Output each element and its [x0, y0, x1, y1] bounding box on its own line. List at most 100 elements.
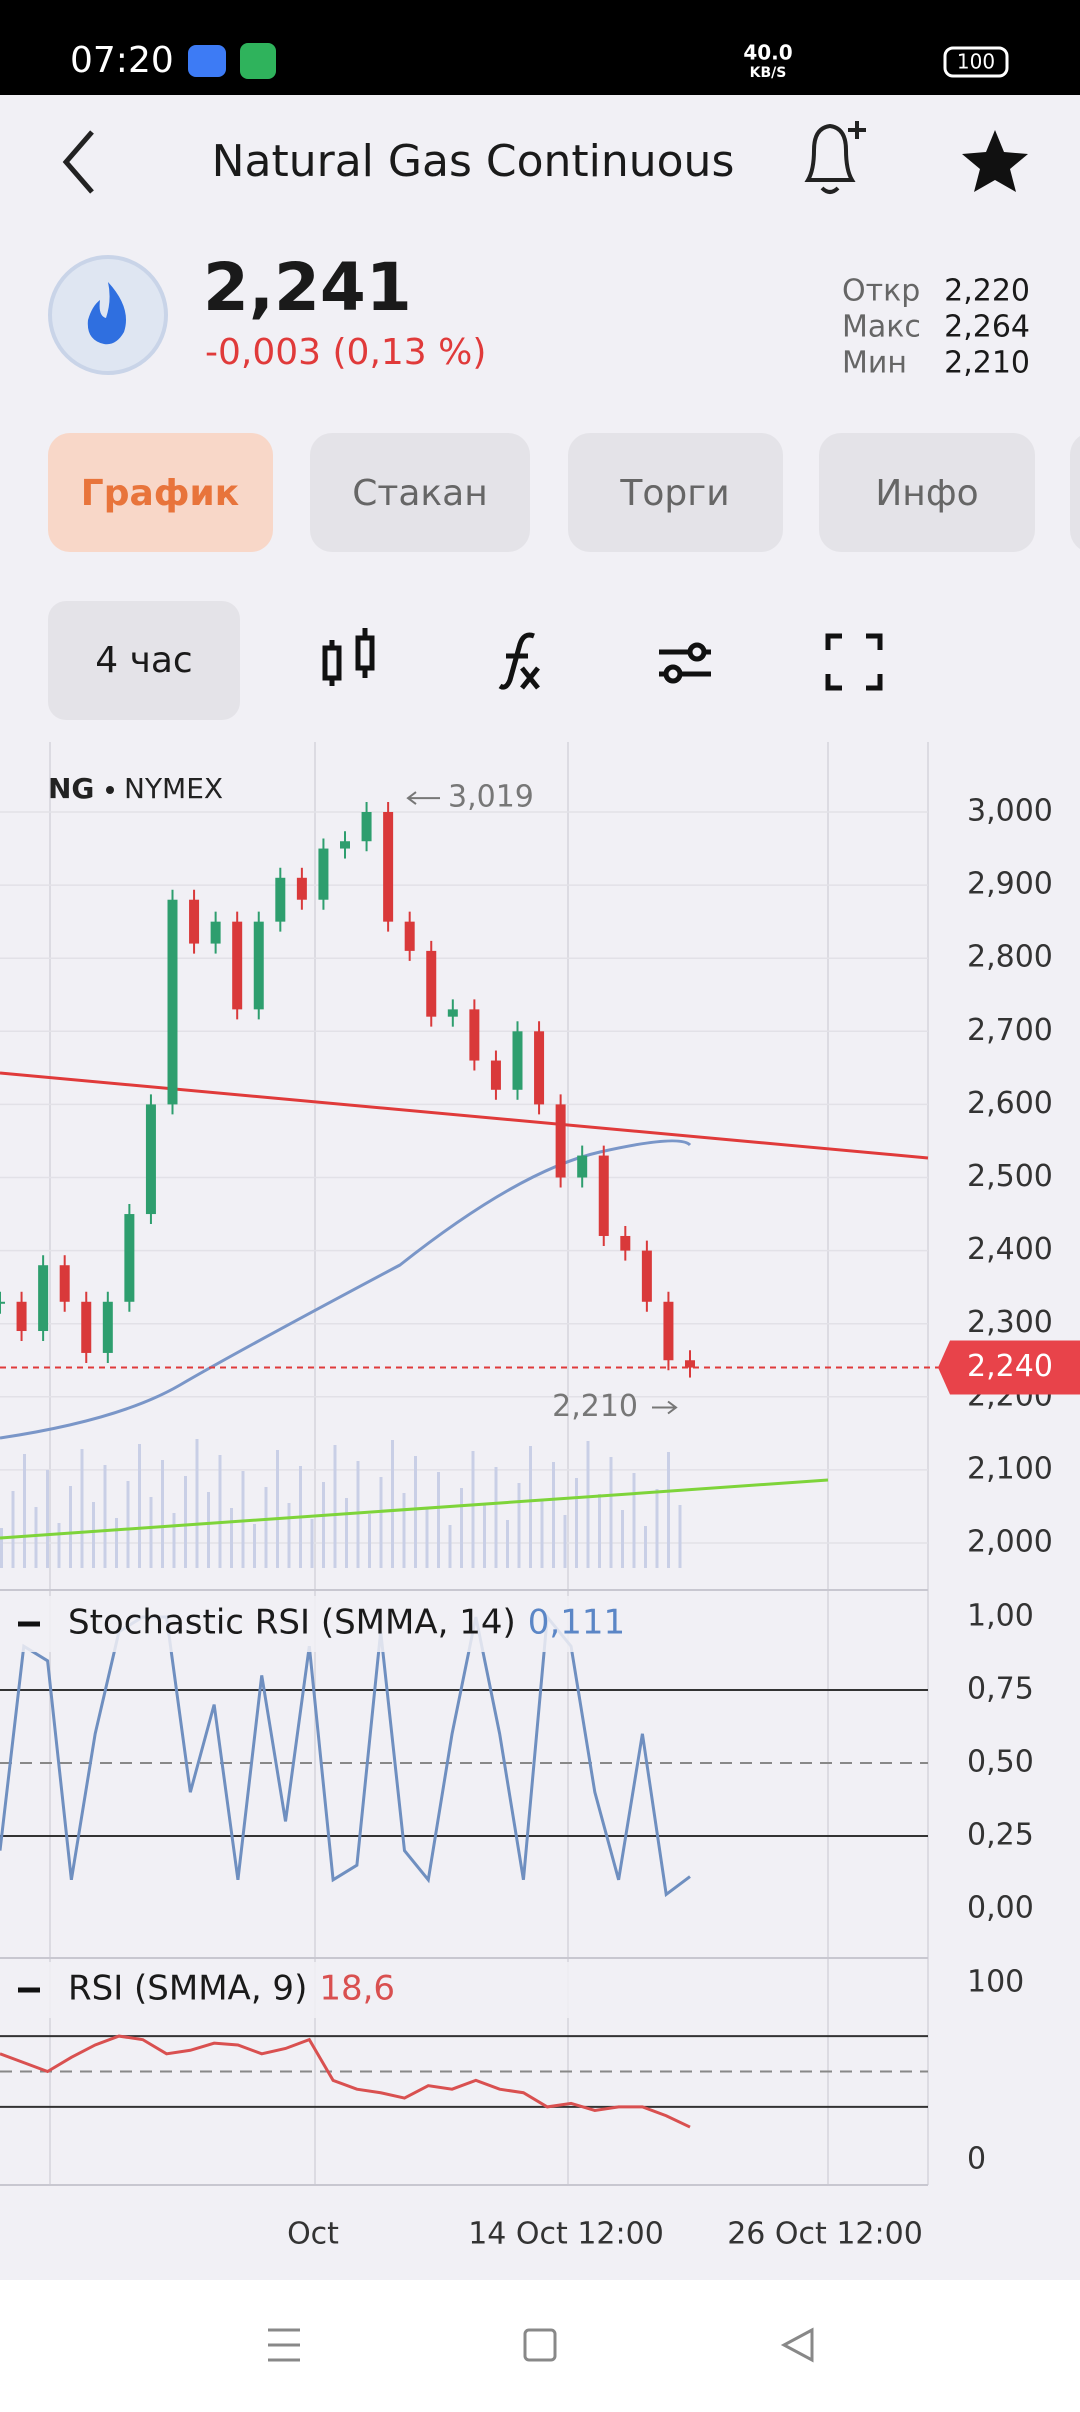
candle: [340, 841, 350, 849]
price-tick-label: 3,000: [967, 794, 1053, 829]
candle: [81, 1301, 92, 1353]
stat-value: 2,210: [944, 346, 1030, 381]
price-tick-label: 2,900: [967, 867, 1053, 902]
candle: [38, 1265, 49, 1332]
price-tick-label: 2,300: [967, 1305, 1053, 1340]
favorite-button[interactable]: [962, 130, 1028, 192]
volume-bar: [253, 1524, 256, 1568]
price-tick-label: 2,000: [967, 1525, 1053, 1560]
volume-bar: [678, 1505, 682, 1568]
stoch-tick-label: 0,75: [967, 1672, 1034, 1707]
indicators-button[interactable]: [498, 632, 540, 690]
tab[interactable]: [819, 433, 1035, 552]
volume-bar: [529, 1446, 532, 1568]
volume-bar: [609, 1457, 613, 1568]
volume-bar: [345, 1498, 348, 1568]
battery-level: 100: [957, 50, 995, 74]
interval: 4 час: [95, 640, 192, 681]
last-price-label: 2,240: [967, 1349, 1053, 1384]
volume-bar: [287, 1503, 291, 1568]
title: Natural Gas Continuous: [212, 136, 735, 187]
stoch-label: Stochastic RSI (SMMA, 14): [68, 1603, 516, 1643]
last-price-badge: [938, 1340, 1080, 1395]
arrow: [652, 1400, 678, 1415]
candle: [189, 899, 200, 944]
volume-bar: [138, 1444, 141, 1568]
candle: [318, 848, 329, 900]
volume-bar: [34, 1507, 38, 1568]
chart-type-button[interactable]: [322, 628, 375, 686]
nav-menu[interactable]: [268, 2328, 300, 2362]
back-button[interactable]: [62, 130, 94, 194]
net-unit: KB/S: [750, 65, 787, 81]
volume-bar: [563, 1515, 567, 1568]
price-tick-label: 2,600: [967, 1086, 1053, 1121]
candle: [447, 1009, 458, 1017]
volume-bar: [644, 1526, 647, 1568]
nav-back[interactable]: [780, 2327, 814, 2363]
candle: [102, 1301, 113, 1353]
time-grid: [49, 742, 929, 2185]
candle: [641, 1250, 652, 1302]
price: 2,241: [203, 249, 412, 326]
stoch-tick-label: 0,25: [967, 1818, 1034, 1853]
pane-separator: [0, 1589, 928, 2186]
volume-bar: [414, 1456, 417, 1568]
volume-bar: [11, 1491, 15, 1568]
volume-bar: [218, 1455, 222, 1568]
settings-button[interactable]: [659, 642, 711, 684]
volume-bar: [69, 1486, 72, 1568]
candle: [685, 1360, 695, 1368]
volume-bar: [667, 1452, 670, 1568]
high-annotation: 3,019: [448, 780, 534, 815]
stoch-tick-label: 1,00: [967, 1599, 1034, 1634]
volume-bar: [149, 1497, 153, 1568]
nav-home[interactable]: [523, 2328, 557, 2362]
tab[interactable]: [568, 433, 783, 552]
tab[interactable]: [1070, 433, 1080, 552]
volume-bar: [448, 1525, 452, 1568]
candle: [469, 1009, 480, 1061]
tab-label: Стакан: [352, 473, 488, 514]
volume-bar: [172, 1513, 176, 1568]
status-bar: [0, 0, 1080, 95]
stat-label: Макс: [842, 310, 921, 345]
legend-box: [0, 1962, 630, 2018]
candle: [361, 812, 372, 842]
tab-label: График: [81, 473, 239, 514]
price-tick-label: 2,400: [967, 1232, 1053, 1267]
volume-bar: [621, 1510, 624, 1568]
symbol: NG: [48, 772, 94, 805]
volume-bar: [471, 1451, 475, 1568]
candle: [232, 921, 243, 1010]
candle: [620, 1235, 631, 1251]
candle: [426, 950, 437, 1017]
rsi-tick-label: 100: [967, 1965, 1024, 2000]
volume-bar: [0, 1528, 3, 1568]
volume-bar: [552, 1462, 555, 1568]
stoch-last: 0,111: [528, 1603, 625, 1643]
stat-value: 2,220: [944, 274, 1030, 309]
alert-button[interactable]: [804, 121, 866, 194]
fullscreen-button[interactable]: [825, 633, 883, 691]
candle: [145, 1104, 156, 1215]
volume-bar: [460, 1488, 463, 1568]
tab-label: Инфо: [875, 473, 978, 514]
interval-button[interactable]: [48, 601, 240, 720]
dot: [106, 786, 114, 794]
candle: [404, 921, 415, 951]
legend-box: [0, 1596, 630, 1652]
volume-bar: [437, 1472, 440, 1568]
volume-bar: [184, 1476, 187, 1568]
tab[interactable]: [48, 433, 273, 552]
candle: [253, 921, 264, 1010]
volume-bar: [276, 1450, 279, 1568]
volume-bar: [517, 1483, 521, 1568]
date-label: 26 Oct 12:00: [727, 2217, 923, 2252]
trend-line: [0, 1478, 829, 1540]
tab[interactable]: [310, 433, 530, 552]
price-tick-label: 2,700: [967, 1013, 1053, 1048]
volume-bar: [230, 1508, 233, 1568]
stat-label: Мин: [842, 346, 907, 381]
